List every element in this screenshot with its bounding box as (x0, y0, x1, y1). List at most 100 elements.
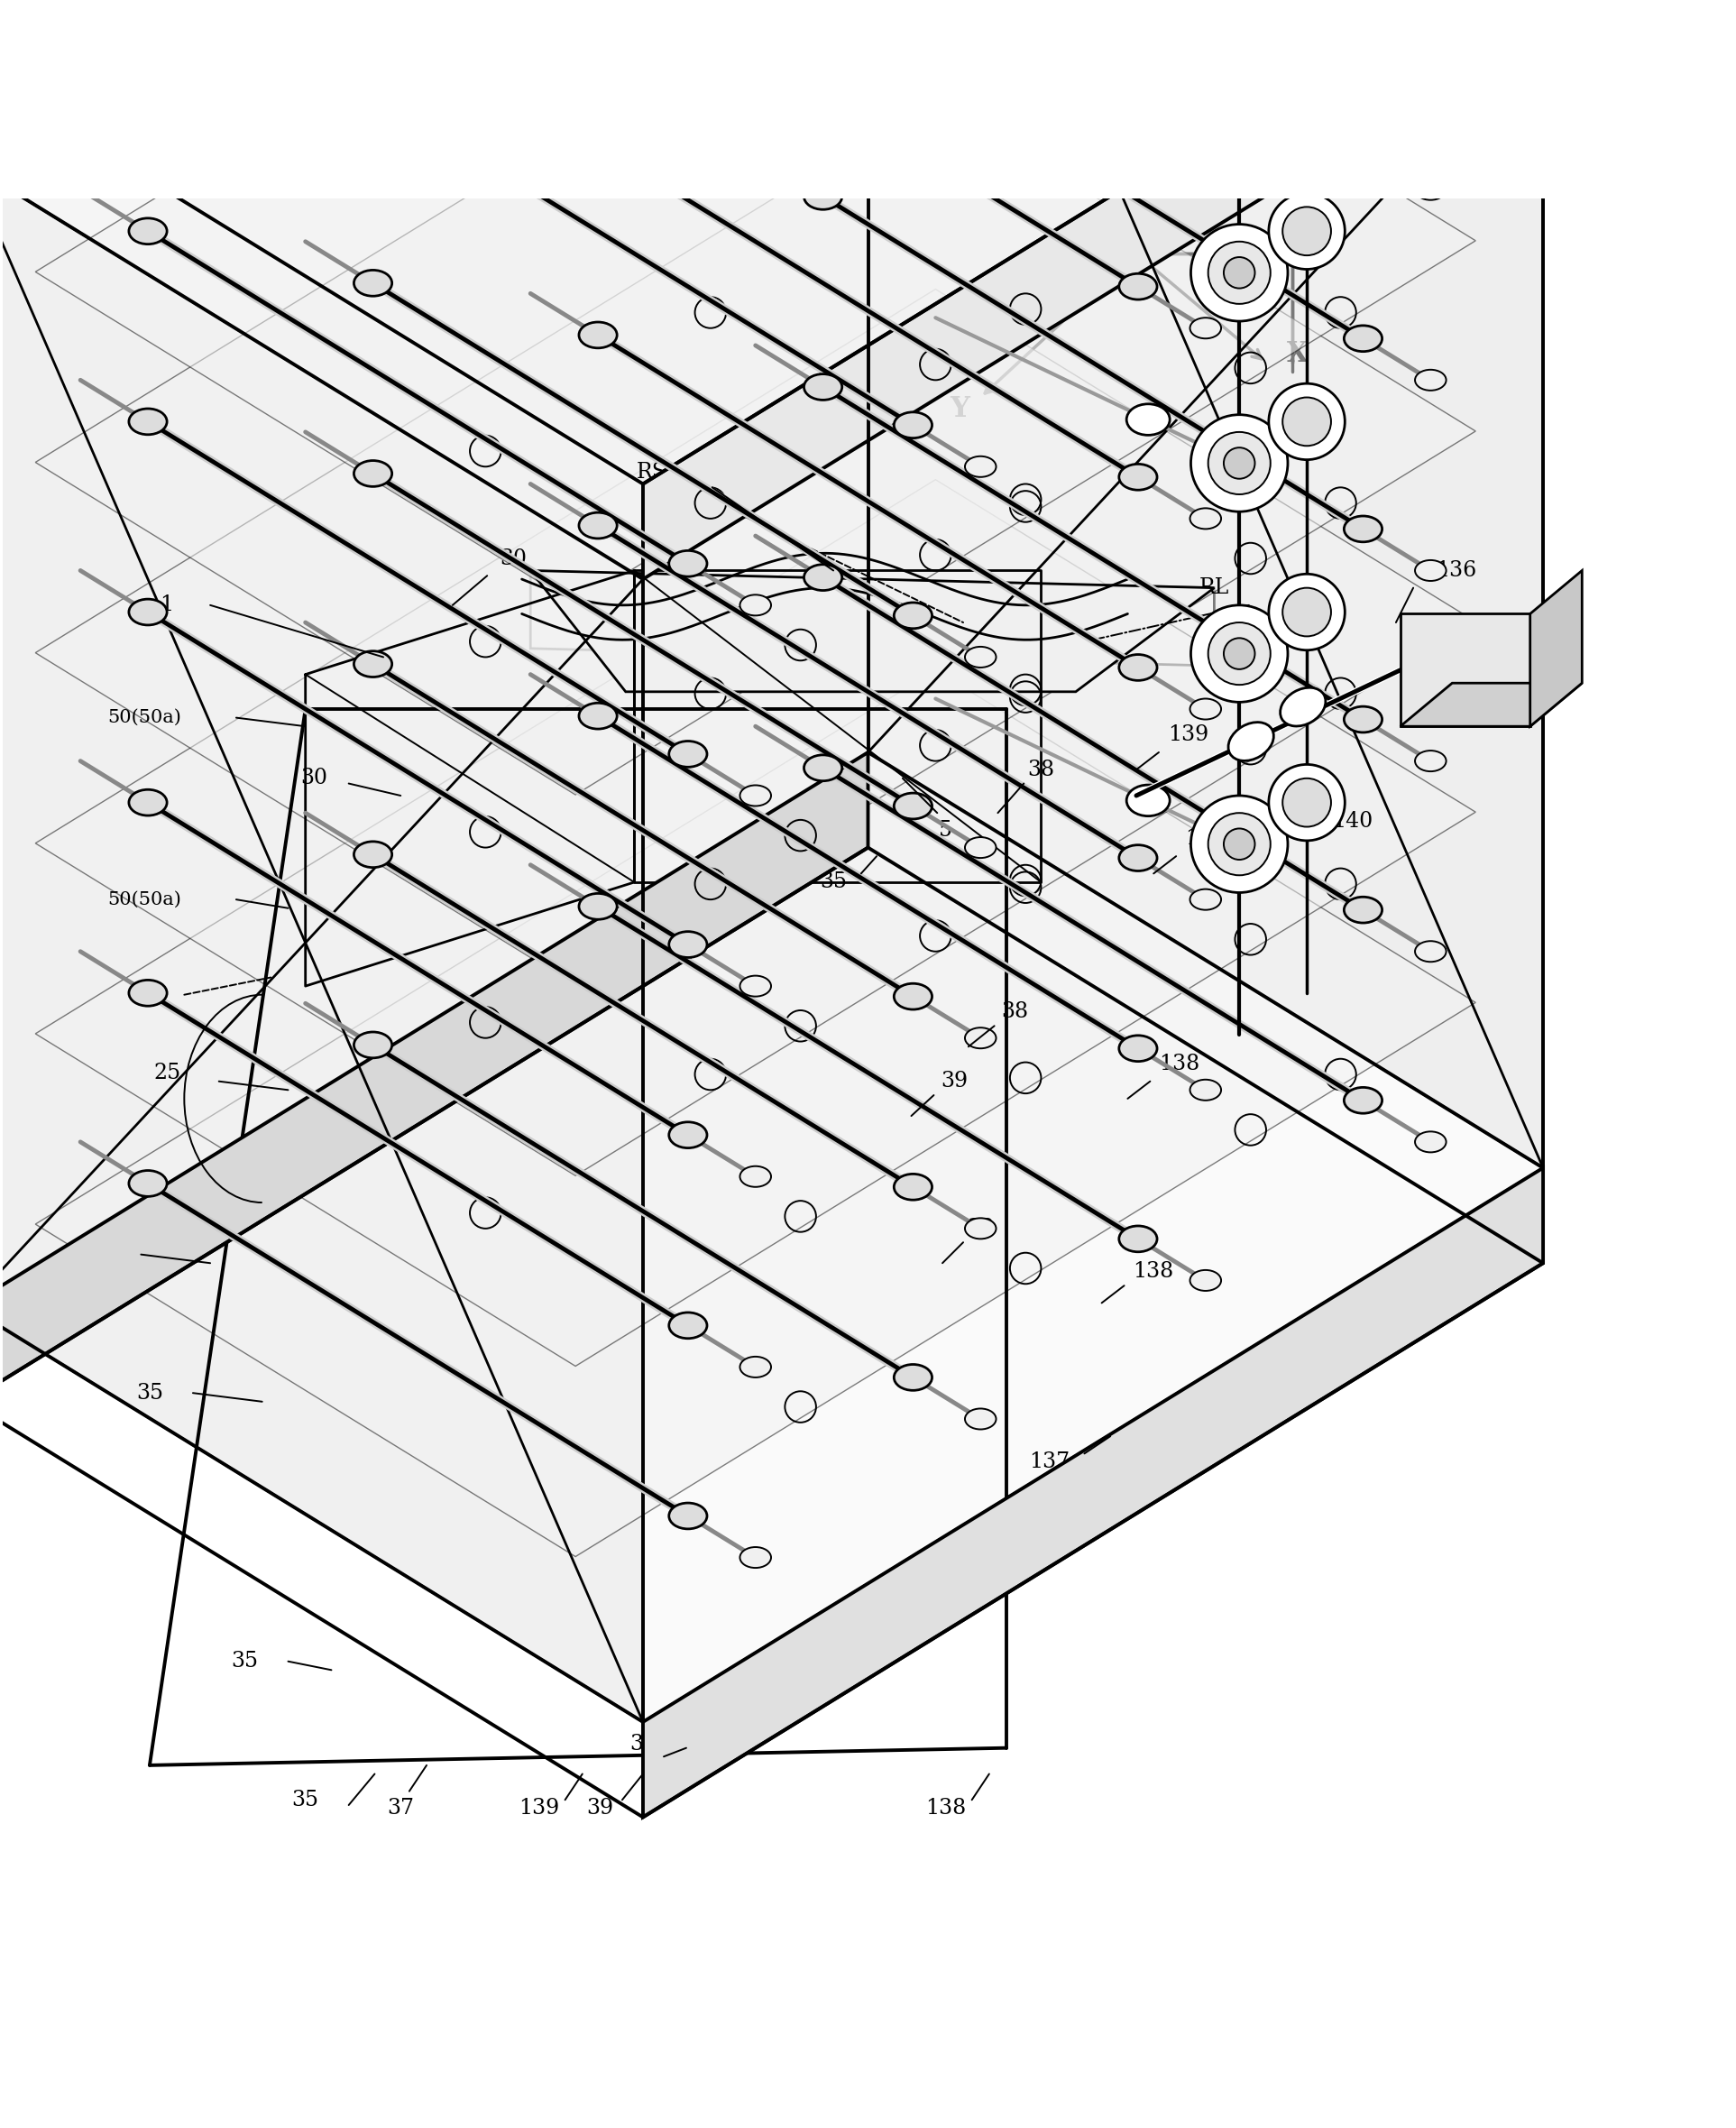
Text: 138: 138 (1186, 828, 1226, 849)
Ellipse shape (668, 1121, 707, 1147)
Polygon shape (35, 479, 1476, 1366)
Ellipse shape (1120, 845, 1158, 870)
Ellipse shape (1127, 404, 1170, 434)
Circle shape (1269, 764, 1345, 841)
Ellipse shape (354, 1032, 392, 1058)
Text: 30: 30 (76, 1245, 102, 1264)
Ellipse shape (668, 1313, 707, 1339)
Polygon shape (642, 1168, 1543, 1817)
Ellipse shape (668, 1502, 707, 1528)
Text: RS: RS (637, 462, 667, 483)
Circle shape (1224, 257, 1255, 287)
Ellipse shape (740, 785, 771, 807)
Circle shape (1283, 398, 1332, 447)
Circle shape (1269, 383, 1345, 460)
Ellipse shape (804, 755, 842, 781)
Polygon shape (35, 0, 1476, 604)
Ellipse shape (1189, 698, 1220, 719)
Text: 50(50a): 50(50a) (108, 709, 181, 726)
Ellipse shape (1344, 896, 1382, 924)
Text: 5: 5 (939, 819, 953, 841)
Ellipse shape (804, 183, 842, 209)
Polygon shape (306, 570, 634, 985)
Circle shape (1191, 796, 1288, 892)
Ellipse shape (578, 894, 616, 919)
Ellipse shape (1127, 23, 1170, 53)
Ellipse shape (1189, 1270, 1220, 1292)
Ellipse shape (1189, 1079, 1220, 1100)
Ellipse shape (965, 647, 996, 668)
Ellipse shape (354, 270, 392, 296)
Ellipse shape (1415, 751, 1446, 770)
Polygon shape (35, 670, 1476, 1556)
Circle shape (1191, 34, 1288, 130)
Ellipse shape (1344, 1087, 1382, 1113)
Ellipse shape (354, 79, 392, 106)
Ellipse shape (128, 981, 167, 1007)
Ellipse shape (128, 1170, 167, 1196)
Ellipse shape (1120, 275, 1158, 300)
Ellipse shape (1189, 509, 1220, 530)
Circle shape (1269, 194, 1345, 270)
Text: 50(50a): 50(50a) (108, 892, 181, 909)
Text: 137: 137 (1029, 1451, 1069, 1473)
Ellipse shape (894, 602, 932, 628)
Circle shape (1283, 206, 1332, 255)
Circle shape (1269, 575, 1345, 651)
Ellipse shape (1120, 655, 1158, 681)
Ellipse shape (1344, 515, 1382, 543)
Circle shape (1191, 223, 1288, 321)
Text: 35: 35 (292, 1790, 319, 1811)
Circle shape (1208, 432, 1271, 494)
Text: 138: 138 (925, 1798, 967, 1819)
Ellipse shape (354, 841, 392, 868)
Ellipse shape (354, 460, 392, 487)
Ellipse shape (965, 1028, 996, 1049)
Polygon shape (35, 0, 1476, 794)
Ellipse shape (740, 594, 771, 615)
Ellipse shape (1415, 370, 1446, 389)
Circle shape (1224, 447, 1255, 479)
Ellipse shape (965, 836, 996, 858)
Ellipse shape (354, 651, 392, 677)
Ellipse shape (804, 564, 842, 589)
Ellipse shape (894, 1175, 932, 1200)
Polygon shape (1401, 683, 1581, 726)
Text: 39: 39 (941, 1070, 969, 1092)
Ellipse shape (128, 219, 167, 245)
Ellipse shape (1344, 134, 1382, 162)
Polygon shape (642, 0, 1543, 579)
Circle shape (1208, 243, 1271, 304)
Ellipse shape (1344, 326, 1382, 351)
Text: 39: 39 (587, 1798, 613, 1819)
Ellipse shape (804, 375, 842, 400)
Ellipse shape (894, 983, 932, 1009)
Circle shape (1283, 17, 1332, 66)
Text: 139: 139 (1168, 726, 1208, 745)
Ellipse shape (128, 789, 167, 815)
Ellipse shape (578, 321, 616, 349)
Circle shape (1191, 415, 1288, 511)
Ellipse shape (740, 1358, 771, 1377)
Ellipse shape (1415, 1132, 1446, 1151)
Text: 38: 38 (630, 1734, 656, 1756)
Text: 140: 140 (1332, 811, 1373, 832)
Text: 37: 37 (387, 1798, 415, 1819)
Circle shape (1224, 66, 1255, 98)
Text: 38: 38 (967, 1217, 995, 1238)
Ellipse shape (1120, 464, 1158, 489)
Text: 138: 138 (1134, 1262, 1174, 1283)
Text: 136: 136 (1436, 560, 1477, 581)
Polygon shape (634, 570, 1042, 883)
Ellipse shape (128, 600, 167, 626)
Ellipse shape (578, 132, 616, 157)
Ellipse shape (740, 1547, 771, 1568)
Polygon shape (642, 26, 1543, 1722)
Ellipse shape (1229, 721, 1274, 762)
Text: 35: 35 (135, 1383, 163, 1402)
Text: 139: 139 (519, 1798, 559, 1819)
Ellipse shape (1189, 317, 1220, 338)
Text: 35: 35 (231, 1651, 259, 1673)
Text: RL: RL (1200, 577, 1229, 598)
Ellipse shape (578, 513, 616, 538)
